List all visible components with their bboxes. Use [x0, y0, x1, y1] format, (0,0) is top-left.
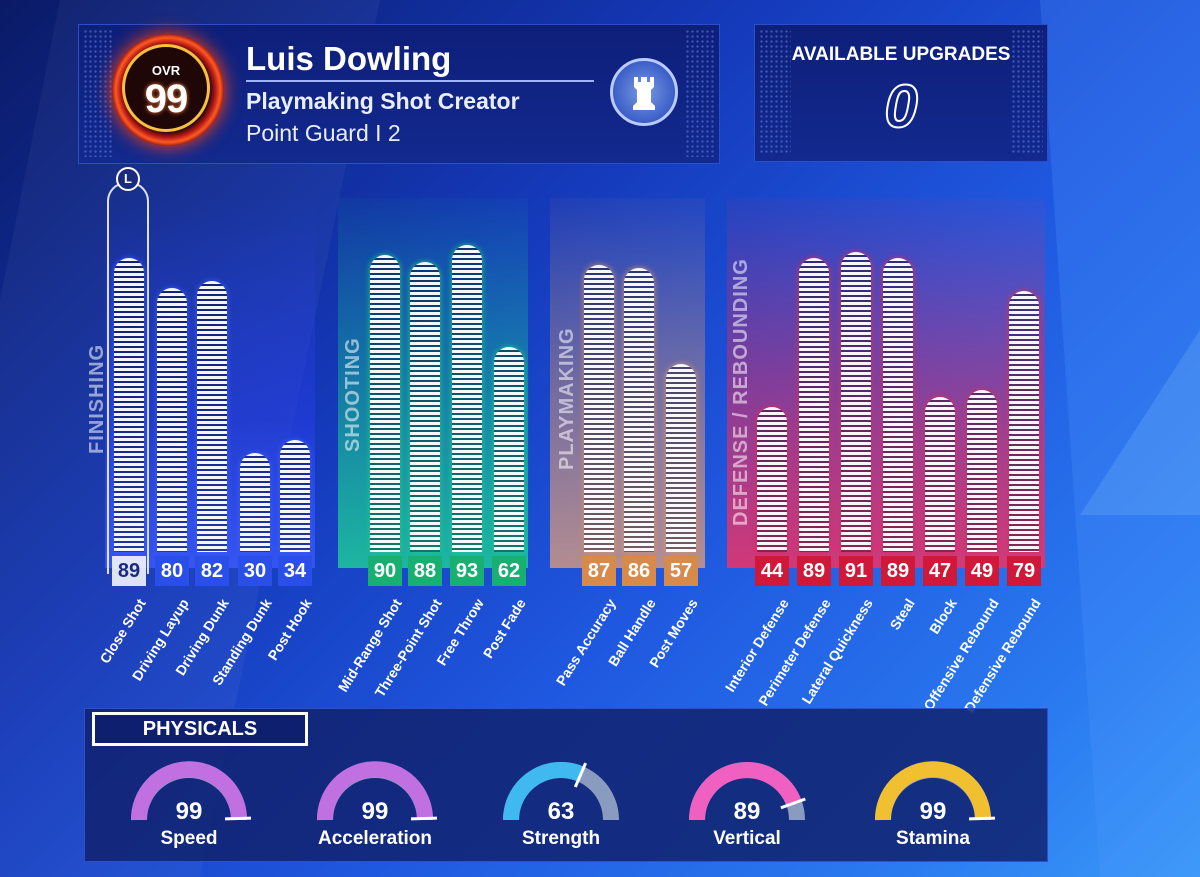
gauge-fill	[503, 762, 585, 821]
bar-standing-dunk[interactable]	[240, 453, 270, 552]
value-defensive-rebound: 79	[1007, 556, 1041, 586]
category-label-playmaking: PLAYMAKING	[556, 327, 578, 470]
selected-badge-l: L	[116, 167, 140, 191]
gauge-label: Strength	[521, 828, 601, 849]
gauge-fill	[316, 761, 433, 821]
bar-perimeter-defense[interactable]	[799, 258, 829, 552]
bar-mid-range-shot[interactable]	[370, 255, 400, 552]
gauge-value: 99	[919, 798, 947, 825]
bar-post-hook[interactable]	[280, 440, 310, 552]
gauge-fill	[874, 761, 991, 821]
gauge-fill	[130, 761, 247, 821]
gauge-needle	[968, 816, 996, 821]
gauge-needle	[410, 816, 438, 821]
value-interior-defense: 44	[755, 556, 789, 586]
gauge-needle	[780, 797, 806, 810]
value-three-point-shot: 88	[408, 556, 442, 586]
bar-pass-accuracy[interactable]	[584, 265, 614, 552]
gauge-needle	[573, 762, 587, 788]
category-label-shooting: SHOOTING	[342, 337, 364, 452]
bar-offensive-rebound[interactable]	[967, 390, 997, 552]
gauge-speed: 99 Speed	[124, 760, 254, 850]
gauge-strength: 63 Strength	[496, 760, 626, 850]
gauge-value: 89	[733, 798, 761, 825]
player-position: Point Guard I 2	[246, 120, 401, 146]
value-ball-handle: 86	[622, 556, 656, 586]
value-close-shot: 89	[112, 556, 146, 586]
value-driving-layup: 80	[155, 556, 189, 586]
bar-post-fade[interactable]	[494, 347, 524, 552]
bar-three-point-shot[interactable]	[410, 262, 440, 552]
bar-interior-defense[interactable]	[757, 407, 787, 552]
bar-steal[interactable]	[883, 258, 913, 552]
ovr-value: 99	[144, 77, 189, 121]
value-lateral-quickness: 91	[839, 556, 873, 586]
bar-driving-layup[interactable]	[157, 288, 187, 552]
ovr-label: OVR	[151, 63, 181, 78]
gauge-label: Vertical	[713, 828, 781, 849]
value-mid-range-shot: 90	[368, 556, 402, 586]
value-post-hook: 34	[278, 556, 312, 586]
gauge-value: 63	[547, 798, 575, 825]
bar-ball-handle[interactable]	[624, 268, 654, 552]
bar-block[interactable]	[925, 397, 955, 552]
bar-free-throw[interactable]	[452, 245, 482, 552]
bar-lateral-quickness[interactable]	[841, 252, 871, 552]
bar-driving-dunk[interactable]	[197, 281, 227, 552]
bar-defensive-rebound[interactable]	[1009, 291, 1039, 552]
overall-rating-ring: OVR 99	[112, 34, 224, 146]
upgrades-panel	[754, 24, 1048, 162]
physicals-title: PHYSICALS	[92, 712, 308, 746]
player-archetype: Playmaking Shot Creator	[246, 88, 520, 114]
gauge-label: Speed	[160, 828, 218, 849]
upgrades-title: AVAILABLE UPGRADES	[791, 44, 1011, 65]
bar-post-moves[interactable]	[666, 364, 696, 552]
category-label-finishing: FINISHING	[86, 343, 108, 454]
gauge-acceleration: 99 Acceleration	[310, 760, 440, 850]
value-standing-dunk: 30	[238, 556, 272, 586]
value-perimeter-defense: 89	[797, 556, 831, 586]
gauge-value: 99	[361, 798, 389, 825]
gauge-stamina: 99 Stamina	[868, 760, 998, 850]
value-free-throw: 93	[450, 556, 484, 586]
rook-chess-icon[interactable]	[610, 58, 678, 126]
value-block: 47	[923, 556, 957, 586]
gauge-value: 99	[175, 798, 203, 825]
player-name: Luis Dowling	[246, 40, 452, 77]
gauge-vertical: 89 Vertical	[682, 760, 812, 850]
upgrades-value: 0	[883, 72, 918, 141]
name-divider	[246, 80, 594, 82]
value-post-fade: 62	[492, 556, 526, 586]
value-pass-accuracy: 87	[582, 556, 616, 586]
value-steal: 89	[881, 556, 915, 586]
value-driving-dunk: 82	[195, 556, 229, 586]
value-post-moves: 57	[664, 556, 698, 586]
value-offensive-rebound: 49	[965, 556, 999, 586]
category-label-defense: DEFENSE / REBOUNDING	[730, 258, 752, 526]
gauge-label: Acceleration	[317, 828, 433, 849]
gauge-label: Stamina	[896, 828, 970, 849]
gauge-fill	[689, 762, 802, 821]
gauge-needle	[224, 816, 252, 821]
bar-close-shot[interactable]	[114, 258, 144, 552]
